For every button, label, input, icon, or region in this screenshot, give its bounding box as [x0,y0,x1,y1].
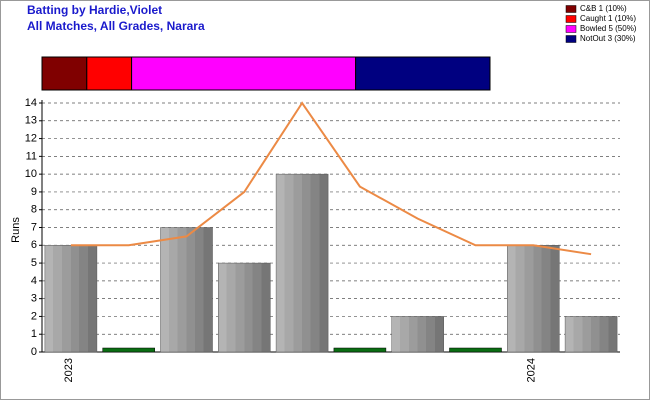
bar [391,316,444,353]
x-tick-label: 2024 [525,358,537,382]
bar [102,347,155,353]
legend-swatch [565,5,577,13]
bar [564,316,618,353]
legend-label: C&B 1 (10%) [580,4,627,13]
segment [41,56,88,91]
y-tick-label: 8 [31,204,37,216]
y-tick-label: 14 [25,97,37,109]
chart-subtitle: All Matches, All Grades, Narara [27,19,205,33]
y-tick-label: 12 [25,132,37,144]
y-tick-label: 11 [26,150,37,162]
legend-label: NotOut 3 (30%) [580,34,636,43]
legend-swatch [565,35,577,43]
trend-line [70,101,592,256]
segment [355,56,491,91]
bar [333,347,387,353]
y-tick-label: 0 [31,346,37,358]
legend-swatch [565,15,577,23]
legend-label: Caught 1 (10%) [580,14,636,23]
bar [218,262,271,353]
y-tick-label: 2 [31,310,37,322]
y-tick-label: 13 [25,115,37,127]
y-axis-title: Runs [10,217,22,243]
y-tick-label: 7 [31,221,37,233]
y-tick-label: 4 [31,275,37,287]
bar [44,245,98,353]
y-tick-label: 10 [25,168,37,180]
segment [86,56,133,91]
y-tick-label: 3 [31,293,37,305]
y-tick-label: 9 [31,186,37,198]
legend-label: Bowled 5 (50%) [580,24,637,33]
y-tick-label: 6 [31,239,37,251]
legend-swatch [565,25,577,33]
segment [131,56,357,91]
x-tick-label: 2023 [63,358,75,382]
bar [449,347,502,353]
bar [507,245,560,353]
bar [275,173,329,353]
bar [160,227,213,353]
y-tick-label: 5 [31,257,37,269]
chart-title: Batting by Hardie,Violet [27,3,162,17]
y-tick-label: 1 [31,328,37,340]
